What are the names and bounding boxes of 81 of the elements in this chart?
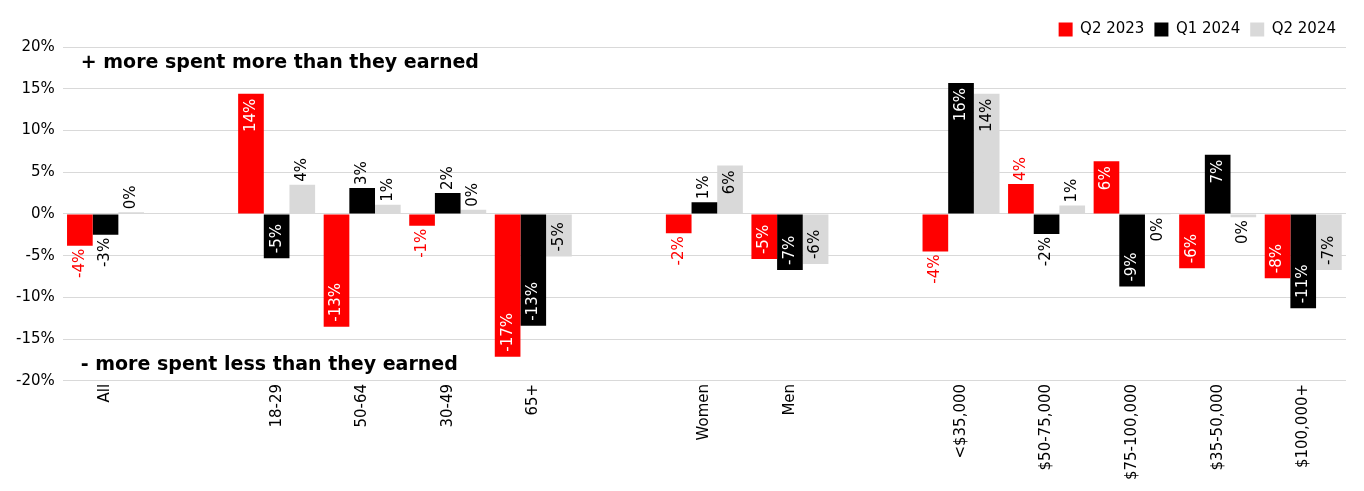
bar	[434, 193, 461, 214]
x-tick-label: $35-50,000	[1207, 383, 1226, 471]
data-label: -6%	[805, 229, 824, 260]
legend-label: Q1 2024	[1175, 19, 1241, 38]
x-tick-label: 30-49	[437, 383, 456, 428]
bar	[1290, 214, 1317, 309]
legend-label: Q2 2023	[1080, 19, 1145, 38]
data-label: -7%	[779, 235, 798, 265]
bar	[409, 214, 435, 226]
data-label: 1%	[377, 177, 396, 202]
data-label: -5%	[266, 224, 285, 254]
data-label: -8%	[1267, 244, 1286, 274]
data-label: -6%	[1181, 234, 1200, 264]
bar	[1119, 214, 1145, 287]
annotation: - more spent less than they earned	[80, 351, 458, 374]
data-label: -11%	[1293, 264, 1312, 304]
bar	[323, 214, 350, 327]
y-tick-label: -15%	[15, 329, 55, 348]
bar	[948, 82, 974, 214]
data-label: 16%	[950, 87, 969, 122]
data-label: 14%	[240, 98, 259, 133]
bar	[520, 214, 547, 326]
x-tick-label: Men	[779, 383, 798, 416]
legend-label: Q2 2024	[1271, 19, 1336, 38]
bar	[665, 214, 692, 234]
bar	[92, 214, 119, 235]
y-tick-label: 20%	[21, 36, 55, 55]
bar	[494, 214, 521, 357]
y-tick-label: -20%	[15, 370, 55, 389]
data-label: -2%	[668, 236, 687, 266]
bar	[67, 214, 93, 246]
x-tick-label: 18-29	[266, 383, 285, 428]
data-label: -5%	[548, 222, 567, 252]
data-label: -4%	[925, 254, 944, 284]
data-label: -5%	[754, 224, 773, 255]
data-label: 6%	[1096, 166, 1115, 191]
y-tick-label: 10%	[21, 120, 55, 139]
bar	[349, 188, 376, 214]
y-tick-label: -10%	[15, 287, 55, 306]
data-label: 6%	[719, 170, 738, 195]
data-label: 0%	[1147, 217, 1166, 242]
bar	[238, 93, 264, 214]
data-label: 14%	[976, 98, 995, 133]
data-label: 0%	[1233, 220, 1252, 245]
data-label: -2%	[1036, 236, 1055, 267]
data-label: -1%	[411, 228, 430, 258]
x-tick-label: 50-64	[352, 383, 371, 428]
annotation: + more spent more than they earned	[80, 49, 479, 72]
data-label: 7%	[1207, 159, 1226, 184]
x-tick-label: $50-75,000	[1036, 383, 1055, 471]
data-label: -17%	[497, 312, 516, 352]
x-tick-label: <$35,000	[950, 383, 969, 459]
data-label: 1%	[1062, 178, 1081, 203]
y-tick-label: 15%	[21, 78, 55, 97]
data-label: 4%	[292, 157, 311, 182]
y-tick-label: -5%	[25, 245, 55, 264]
data-label: -3%	[95, 237, 114, 268]
x-tick-label: Women	[694, 383, 713, 441]
x-tick-label: All	[95, 383, 114, 403]
bar	[1008, 183, 1034, 214]
data-label: -7%	[1318, 235, 1337, 265]
data-label: 2%	[437, 166, 456, 191]
bar	[691, 202, 718, 214]
data-label: 0%	[463, 182, 482, 207]
data-label: -9%	[1122, 252, 1141, 282]
data-label: -4%	[69, 248, 88, 278]
bar	[922, 214, 949, 252]
x-tick-label: $75-100,000	[1122, 383, 1141, 481]
bar	[1204, 154, 1231, 214]
bar	[1033, 214, 1060, 234]
bar	[777, 214, 803, 270]
data-label: 4%	[1010, 157, 1029, 181]
data-label: 3%	[352, 161, 371, 186]
x-tick-label: $100,000+	[1293, 383, 1312, 469]
x-tick-label: 65+	[523, 383, 542, 416]
data-label: 0%	[121, 185, 140, 210]
data-label: -13%	[523, 282, 542, 321]
data-label: 1%	[694, 175, 713, 200]
data-label: -13%	[326, 282, 345, 322]
y-tick-label: 5%	[30, 162, 55, 181]
y-tick-label: 0%	[30, 203, 55, 222]
